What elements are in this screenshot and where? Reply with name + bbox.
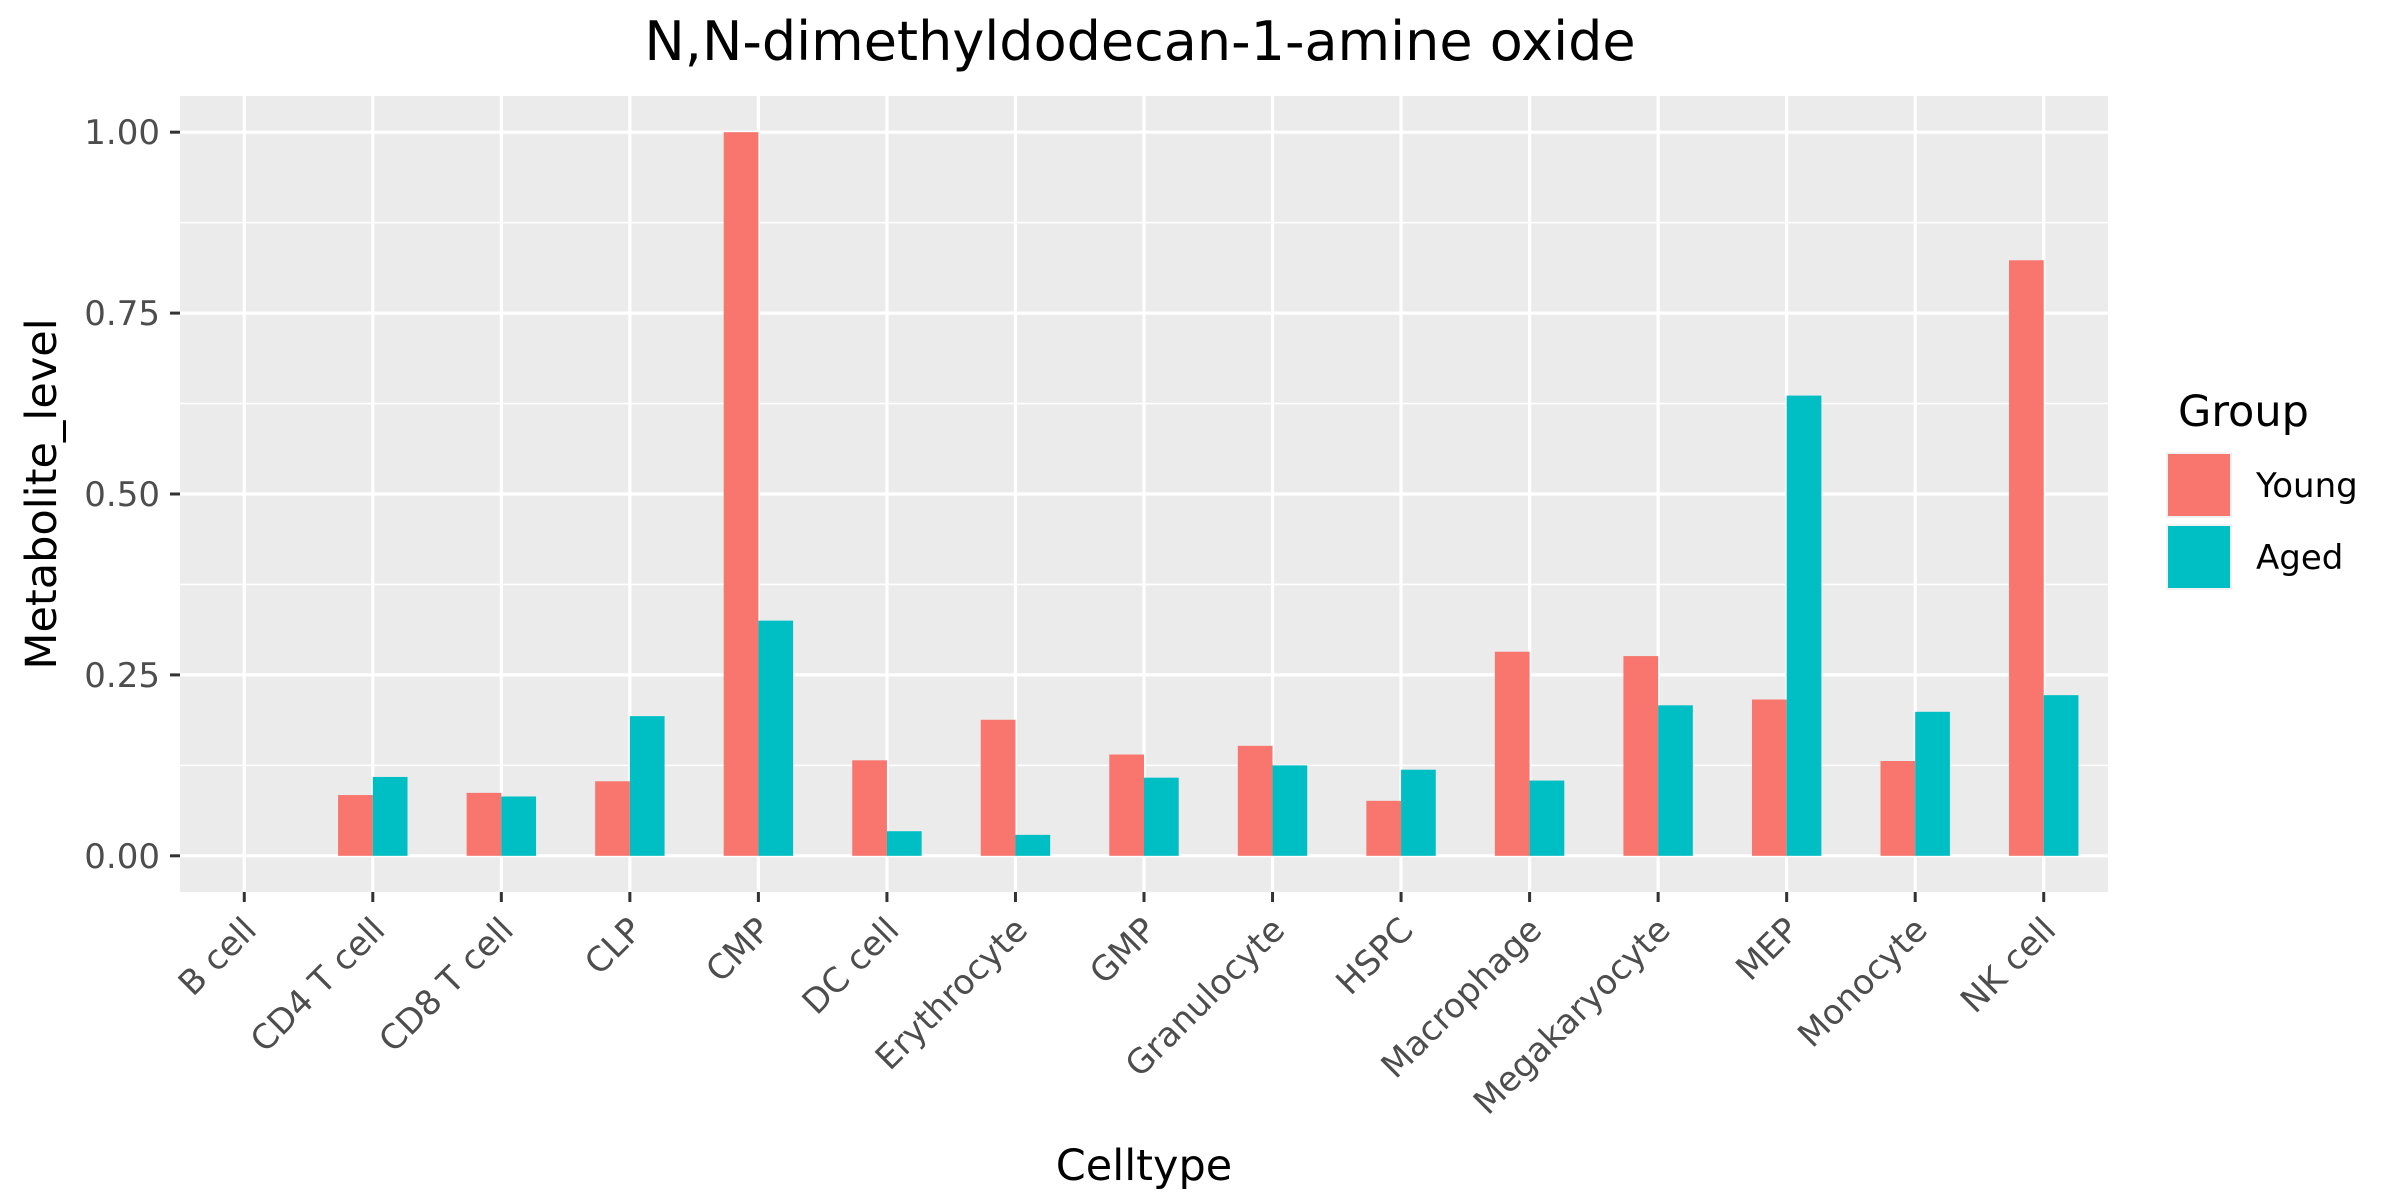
bar-aged-dc-cell [886,831,922,856]
bar-aged-granulocyte [1272,765,1308,856]
x-tick-label: DC cell [795,910,908,1023]
x-tick-label: GMP [1082,910,1164,992]
legend-title: Group [2178,387,2309,437]
bar-aged-erythrocyte [1015,834,1051,856]
x-tick-label: CD8 T cell [371,910,521,1060]
y-tick-label: 0.50 [84,475,160,515]
x-tick-label: Monocyte [1790,910,1935,1055]
bar-young-dc-cell [852,760,887,856]
bar-aged-gmp [1144,777,1179,856]
bar-aged-hspc [1401,769,1436,856]
bar-aged-mep [1786,395,1822,856]
bar-young-cmp [723,132,759,856]
x-tick-label: CMP [698,910,778,990]
y-tick-label: 0.00 [84,837,160,877]
y-axis-title: Metabolite_level [17,318,67,669]
bar-young-macrophage [1494,651,1530,856]
chart-title: N,N-dimethyldodecan-1-amine oxide [644,10,1635,73]
x-tick-label: CLP [577,910,650,983]
bar-young-nk-cell [2009,260,2044,856]
y-axis: 0.00 0.25 0.50 0.75 1.00 [84,113,180,877]
bar-young-gmp [1109,754,1144,856]
bar-young-cd4-t-cell [338,795,373,856]
bar-young-megakaryocyte [1623,656,1659,856]
x-tick-label: NK cell [1953,910,2064,1021]
bar-young-hspc [1366,800,1402,856]
legend-label-aged: Aged [2256,538,2343,578]
bar-aged-nk-cell [2043,695,2079,856]
bar-young-erythrocyte [980,719,1016,856]
x-axis-title: Celltype [1056,1141,1232,1191]
bar-young-monocyte [1880,761,1916,856]
bar-aged-megakaryocyte [1658,705,1693,856]
legend-swatch-young [2168,454,2230,516]
y-tick-label: 0.25 [84,656,160,696]
legend-swatch-aged [2168,526,2230,588]
legend: Group Young Aged [2166,387,2358,590]
bar-young-granulocyte [1237,745,1273,856]
bar-aged-cmp [758,620,794,856]
bar-aged-clp [629,716,665,856]
legend-label-young: Young [2255,466,2358,506]
y-tick-label: 0.75 [84,294,160,334]
y-tick-label: 1.00 [84,113,160,153]
bars [338,132,2079,856]
x-tick-label: B cell [171,910,265,1004]
x-tick-label: HSPC [1329,910,1422,1003]
bar-aged-monocyte [1915,711,1950,856]
bar-aged-macrophage [1529,780,1565,856]
bar-aged-cd8-t-cell [501,796,537,856]
x-tick-label: MEP [1728,910,1807,989]
bar-aged-cd4-t-cell [372,776,408,856]
bar-young-clp [595,781,630,856]
x-tick-label: CD4 T cell [243,910,393,1060]
bar-young-mep [1751,699,1787,856]
bar-young-cd8-t-cell [466,792,502,856]
